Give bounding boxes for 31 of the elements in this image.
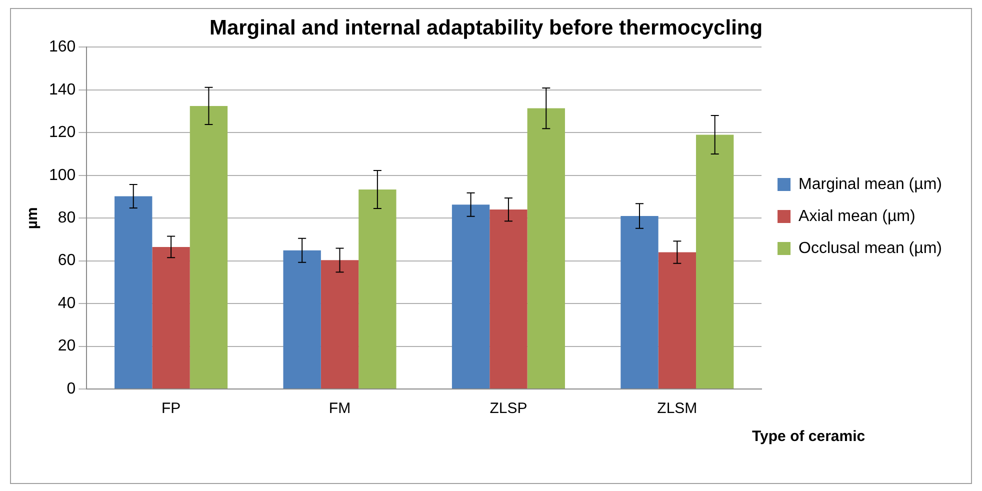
y-axis-title: µm	[24, 207, 42, 230]
x-tick-label: ZLSM	[657, 400, 698, 418]
bar	[527, 108, 565, 388]
legend-label: Axial mean (µm)	[798, 208, 916, 225]
x-tick-label: FM	[328, 400, 351, 418]
legend-label: Marginal mean (µm)	[798, 176, 942, 193]
y-tick-label: 60	[58, 252, 76, 270]
bar	[320, 260, 359, 388]
bar	[696, 134, 734, 388]
bar	[452, 204, 490, 388]
bar	[358, 189, 396, 388]
bar	[190, 106, 228, 388]
y-tick-label: 80	[58, 210, 76, 227]
y-tick-label: 20	[58, 338, 76, 355]
bar	[620, 216, 658, 388]
y-tick-label: 160	[48, 38, 76, 56]
chart-title: Marginal and internal adaptability before thermocycling	[209, 16, 763, 40]
bar	[283, 250, 321, 388]
bar	[490, 210, 528, 388]
bar	[658, 252, 696, 388]
y-tick-label: 40	[58, 294, 76, 312]
bar	[114, 196, 152, 388]
y-tick-label: 140	[48, 81, 76, 98]
x-tick-label: ZLSP	[490, 400, 528, 418]
y-tick-label: 100	[48, 166, 76, 184]
legend-label: Occlusal mean (µm)	[798, 240, 942, 257]
x-tick-label: FP	[161, 400, 181, 418]
y-tick-label: 0	[66, 380, 76, 398]
bar	[152, 246, 190, 388]
y-tick-label: 120	[48, 124, 76, 142]
x-axis-title: Type of ceramic	[752, 428, 866, 445]
